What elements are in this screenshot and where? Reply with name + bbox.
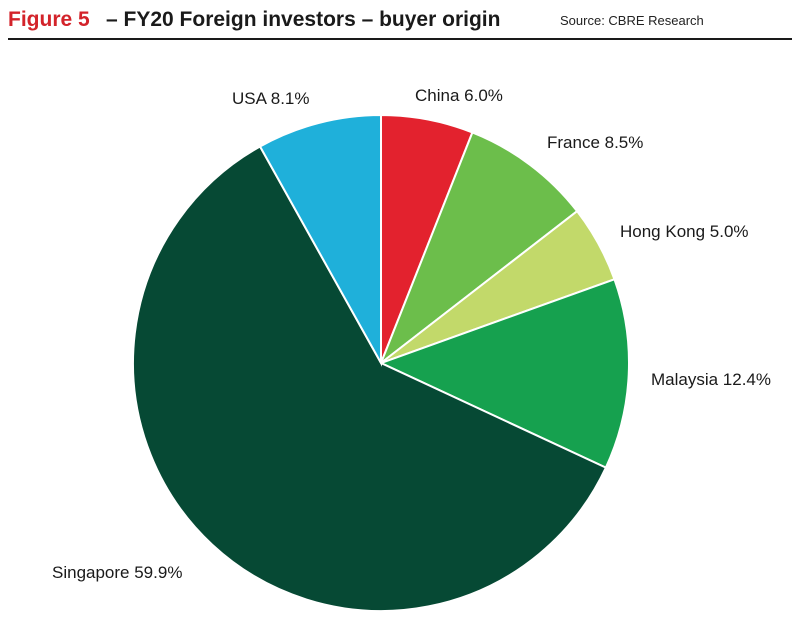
- slice-label-malaysia: Malaysia 12.4%: [651, 370, 771, 389]
- slice-label-china: China 6.0%: [415, 86, 503, 105]
- pie-slice-usa: [258, 113, 382, 367]
- slice-label-france: France 8.5%: [547, 133, 643, 152]
- slice-label-usa: USA 8.1%: [232, 89, 310, 108]
- pie-slice-france: [378, 131, 579, 367]
- pie-slice-malaysia: [378, 278, 630, 469]
- source-note: Source: CBRE Research: [560, 13, 704, 28]
- figure-header: Figure 5 – FY20 Foreign investors – buye…: [8, 6, 792, 40]
- pie-slice-singapore: [132, 145, 608, 612]
- figure-title: – FY20 Foreign investors – buyer origin: [106, 8, 501, 31]
- slice-label-singapore: Singapore 59.9%: [52, 563, 182, 582]
- figure-number: Figure 5: [8, 8, 90, 31]
- slice-label-hong-kong: Hong Kong 5.0%: [620, 222, 749, 241]
